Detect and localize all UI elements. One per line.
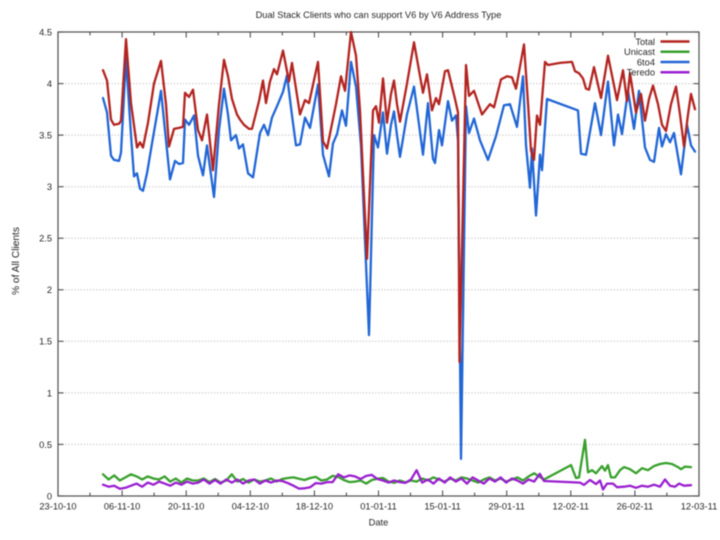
- svg-text:1.5: 1.5: [39, 337, 52, 347]
- svg-text:4.5: 4.5: [39, 27, 52, 37]
- svg-text:0: 0: [47, 491, 52, 501]
- svg-text:20-11-10: 20-11-10: [168, 502, 205, 512]
- svg-text:Unicast: Unicast: [624, 47, 655, 57]
- svg-text:4: 4: [47, 79, 52, 89]
- svg-text:3: 3: [47, 182, 52, 192]
- svg-text:23-10-10: 23-10-10: [39, 502, 76, 512]
- svg-text:06-11-10: 06-11-10: [104, 502, 141, 512]
- svg-text:18-12-10: 18-12-10: [296, 502, 333, 512]
- svg-text:2.5: 2.5: [39, 234, 52, 244]
- svg-text:12-03-11: 12-03-11: [681, 502, 718, 512]
- svg-text:29-01-11: 29-01-11: [488, 502, 525, 512]
- svg-text:26-02-11: 26-02-11: [617, 502, 654, 512]
- svg-text:01-01-11: 01-01-11: [360, 502, 397, 512]
- svg-text:6to4: 6to4: [637, 57, 655, 67]
- svg-text:% of All Clients: % of All Clients: [11, 227, 22, 295]
- svg-text:Dual Stack Clients who can sup: Dual Stack Clients who can support V6 by…: [256, 10, 502, 20]
- svg-text:Total: Total: [635, 37, 655, 47]
- svg-text:0.5: 0.5: [39, 440, 52, 450]
- svg-text:2: 2: [47, 285, 52, 295]
- svg-text:3.5: 3.5: [39, 131, 52, 141]
- svg-text:Date: Date: [369, 518, 389, 528]
- svg-text:12-02-11: 12-02-11: [553, 502, 590, 512]
- svg-text:1: 1: [47, 388, 52, 398]
- svg-text:15-01-11: 15-01-11: [424, 502, 461, 512]
- svg-text:04-12-10: 04-12-10: [232, 502, 269, 512]
- svg-text:Teredo: Teredo: [627, 68, 655, 78]
